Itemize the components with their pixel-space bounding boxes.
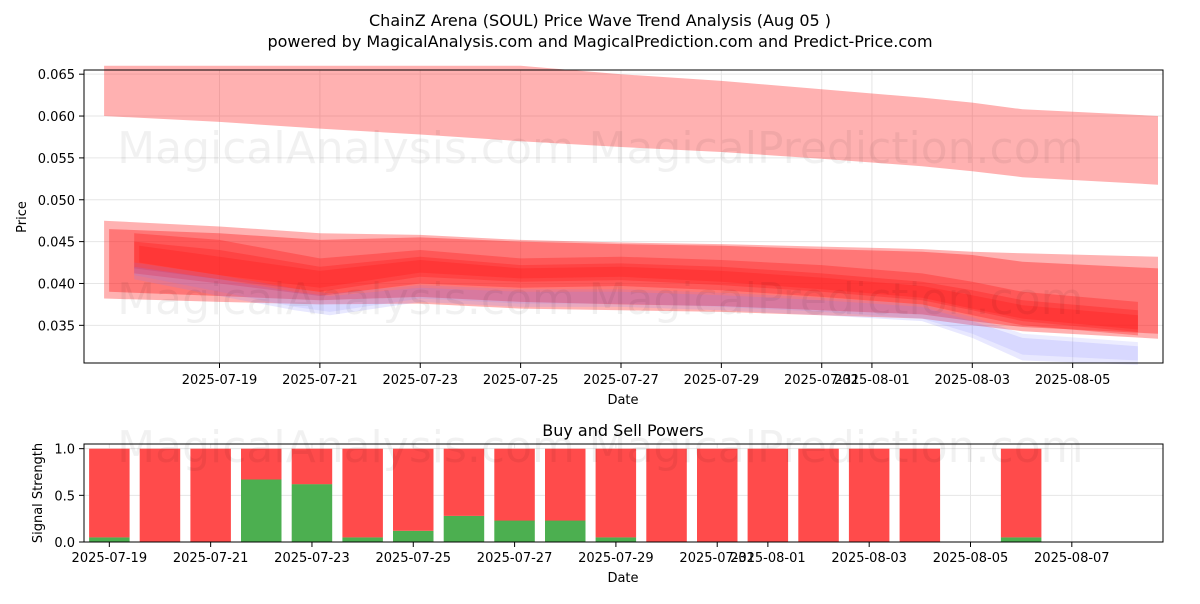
signal-x-tick-label: 2025-08-03 (831, 551, 907, 566)
sell-bar (646, 448, 687, 542)
signal-y-tick-label: 0.0 (54, 536, 75, 551)
price-x-tick-label: 2025-07-31 (784, 373, 860, 388)
sell-bar (89, 448, 130, 538)
price-x-tick-label: 2025-07-19 (182, 373, 258, 388)
price-axes-frame (83, 69, 1164, 364)
chart-subtitle: powered by MagicalAnalysis.com and Magic… (267, 32, 932, 51)
blue-lower-band-1 (134, 266, 1138, 365)
buy-bar (443, 515, 485, 542)
signal-y-tick-label: 1.0 (54, 443, 75, 458)
sell-bar (848, 448, 890, 542)
price-wave-bands (104, 65, 1159, 365)
sell-bar (697, 448, 738, 542)
price-x-tick-label: 2025-08-05 (1035, 373, 1111, 388)
price-x-tick-label: 2025-07-29 (684, 373, 760, 388)
watermark-prediction: MagicalPrediction.com (589, 422, 1084, 473)
price-y-tick-label: 0.035 (38, 319, 75, 334)
price-x-label: Date (607, 393, 638, 408)
dense-band-3 (139, 245, 1138, 330)
watermark-analysis: MagicalAnalysis.com (117, 123, 575, 174)
signal-y-label: Signal Strength (31, 443, 46, 543)
watermark-analysis: MagicalAnalysis.com (117, 274, 575, 325)
signal-bars (89, 448, 1042, 542)
price-y-tick-label: 0.055 (38, 152, 75, 167)
price-x-ticks: 2025-07-19 2025-07-21 2025-07-23 2025-07-25… (182, 363, 1111, 388)
signal-x-label: Date (607, 571, 638, 586)
price-x-tick-label: 2025-07-27 (583, 373, 659, 388)
price-x-tick-label: 2025-08-01 (834, 373, 910, 388)
sell-bar (595, 448, 637, 538)
buy-bar (545, 520, 586, 542)
sell-bar (241, 448, 282, 480)
signal-x-tick-label: 2025-07-21 (173, 551, 249, 566)
signal-title: Buy and Sell Powers (542, 421, 704, 440)
sell-bar (139, 448, 181, 542)
upper-wave-band (104, 65, 1159, 185)
signal-x-tick-label: 2025-08-05 (933, 551, 1009, 566)
sell-bar (899, 448, 941, 542)
signal-x-ticks: 2025-07-19 2025-07-21 2025-07-23 2025-07-25… (72, 542, 1110, 566)
price-panel: MagicalAnalysis.com MagicalPrediction.co… (15, 65, 1164, 408)
price-y-tick-label: 0.050 (38, 194, 75, 209)
price-x-tick-label: 2025-08-03 (935, 373, 1011, 388)
buy-bar (494, 520, 535, 542)
price-y-label: Price (15, 201, 30, 233)
buy-bar (291, 484, 333, 542)
buy-bar (595, 537, 637, 542)
sell-bar (494, 448, 535, 521)
price-y-tick-label: 0.045 (38, 236, 75, 251)
sell-bar (545, 448, 586, 521)
price-x-tick-label: 2025-07-23 (382, 373, 458, 388)
buy-bar (1000, 537, 1042, 542)
watermark-prediction: MagicalPrediction.com (589, 123, 1084, 174)
price-y-tick-label: 0.065 (38, 68, 75, 83)
signal-panel: Buy and Sell Powers MagicalAnalysis.com … (31, 421, 1164, 586)
signal-x-tick-label: 2025-07-31 (679, 551, 755, 566)
sell-bar (443, 448, 485, 516)
main-wave-band-wide (104, 220, 1159, 339)
sell-bar (393, 448, 434, 531)
dense-band-1 (134, 233, 1138, 336)
sell-bar (798, 448, 839, 542)
signal-y-ticks: 0.0 0.5 1.0 (54, 443, 84, 551)
signal-x-tick-label: 2025-07-27 (477, 551, 553, 566)
price-y-tick-label: 0.060 (38, 110, 75, 125)
signal-axes-frame (83, 443, 1164, 543)
price-y-ticks: 0.035 0.040 0.045 0.050 0.055 0.060 0.065 (38, 68, 84, 334)
main-wave-band-inner (109, 229, 1159, 334)
signal-x-tick-label: 2025-07-19 (72, 551, 148, 566)
price-y-tick-label: 0.040 (38, 277, 75, 292)
sell-bar (190, 448, 231, 542)
signal-x-tick-label: 2025-08-01 (730, 551, 806, 566)
watermark-prediction: MagicalPrediction.com (589, 274, 1084, 325)
buy-bar (89, 537, 130, 542)
price-x-tick-label: 2025-07-21 (282, 373, 358, 388)
sell-bar (342, 448, 383, 538)
price-x-tick-label: 2025-07-25 (483, 373, 559, 388)
signal-x-tick-label: 2025-07-29 (578, 551, 654, 566)
buy-bar (241, 479, 282, 542)
signal-y-tick-label: 0.5 (54, 489, 75, 504)
price-grid (84, 70, 1163, 363)
watermark-analysis: MagicalAnalysis.com (117, 422, 575, 473)
buy-bar (342, 537, 383, 542)
dense-band-2 (134, 241, 1138, 332)
sell-bar (747, 448, 789, 542)
sell-bar (291, 448, 333, 485)
signal-x-tick-label: 2025-07-23 (274, 551, 350, 566)
signal-x-tick-label: 2025-08-07 (1034, 551, 1110, 566)
price-watermarks: MagicalAnalysis.com MagicalPrediction.co… (117, 123, 1083, 325)
sell-bar (1000, 448, 1042, 538)
signal-watermarks: MagicalAnalysis.com MagicalPrediction.co… (117, 422, 1083, 473)
buy-bar (393, 530, 434, 542)
blue-lower-band-2 (134, 262, 1138, 361)
chart-title: ChainZ Arena (SOUL) Price Wave Trend Ana… (369, 11, 831, 30)
signal-x-tick-label: 2025-07-25 (375, 551, 451, 566)
